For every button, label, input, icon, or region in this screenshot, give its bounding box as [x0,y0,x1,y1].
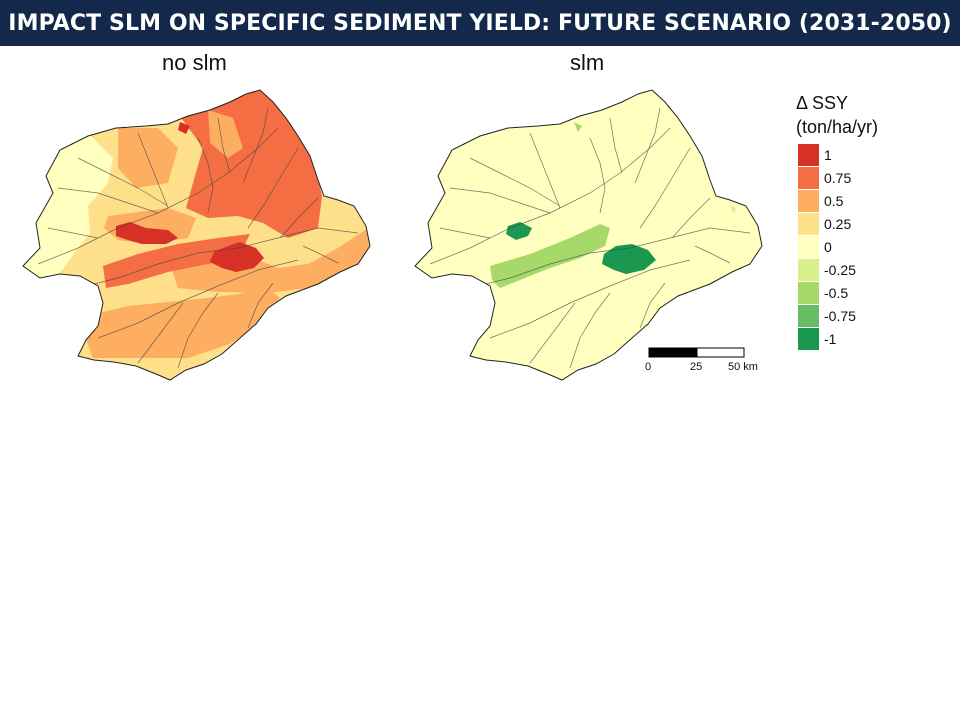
legend-label: 0.5 [824,193,844,209]
legend-swatch [798,305,819,327]
legend-label: 1 [824,147,832,163]
legend-label: -0.75 [824,308,856,324]
map-no-slm [22,89,371,381]
legend-swatch [798,236,819,258]
legend-label: -1 [824,331,837,347]
scale-tick-50: 50 km [728,361,758,373]
scale-bar [648,347,745,358]
page-title: IMPACT SLM ON SPECIFIC SEDIMENT YIELD: F… [0,0,960,46]
legend-item: 0.75 [798,167,851,189]
legend-item: 0.25 [798,213,851,235]
legend-item: -0.25 [798,259,856,281]
legend-label: -0.25 [824,262,856,278]
legend-item: -1 [798,328,836,350]
legend-item: 0 [798,236,832,258]
legend-unit: (ton/ha/yr) [796,117,879,137]
legend-swatch [798,190,819,212]
legend-label: 0.25 [824,216,852,232]
legend-label: 0.75 [824,170,852,186]
scale-tick-0: 0 [645,361,652,373]
legend-item: -0.75 [798,305,856,327]
legend-label: 0 [824,239,832,255]
panel-label-no-slm: no slm [162,50,227,75]
legend-label: -0.5 [824,285,849,301]
legend-swatch [798,167,819,189]
legend-swatch [798,259,819,281]
map-slm [414,89,763,381]
legend-swatch [798,328,819,350]
legend-item: -0.5 [798,282,848,304]
legend-item: 0.5 [798,190,843,212]
legend-swatch [798,144,819,166]
scale-tick-25: 25 [690,361,703,373]
legend-swatch [798,282,819,304]
legend-item: 1 [798,144,832,166]
panel-label-slm: slm [570,50,605,75]
legend-title: Δ SSY [796,93,849,113]
legend-swatch [798,213,819,235]
